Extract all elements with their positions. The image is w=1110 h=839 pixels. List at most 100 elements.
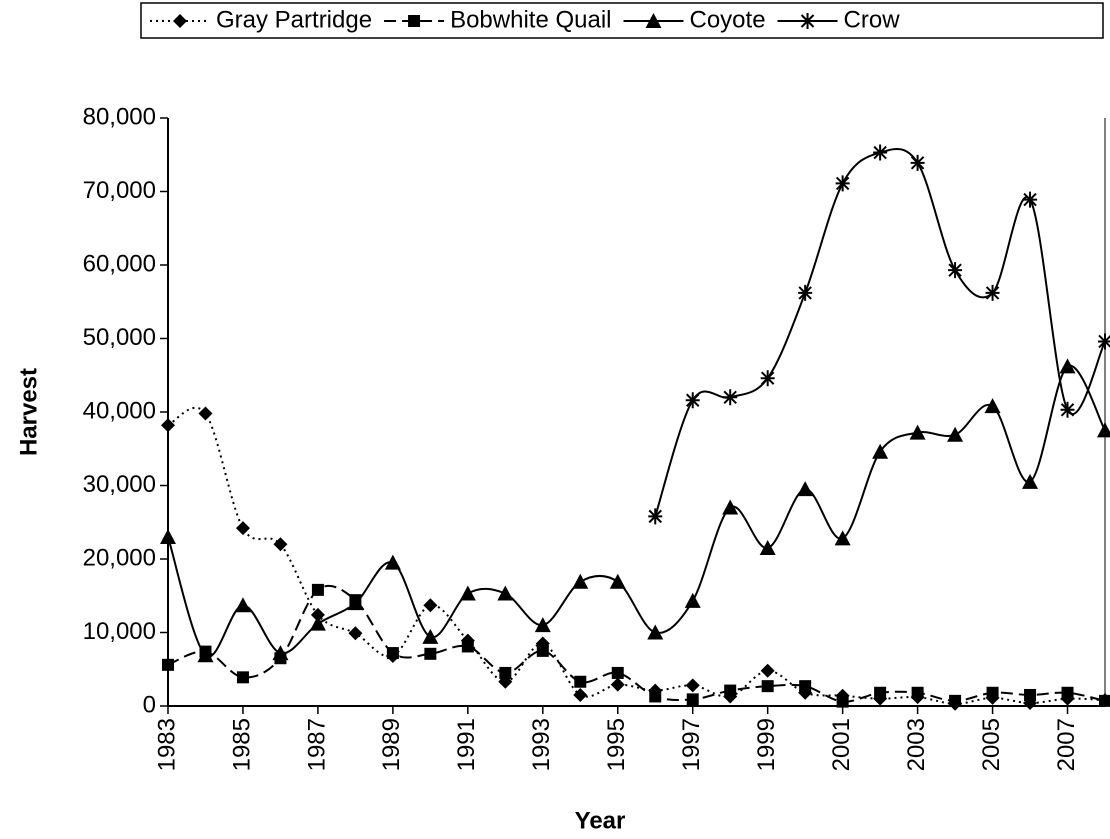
data-point (311, 583, 324, 596)
data-point (423, 598, 438, 613)
x-tick-label: 1983 (153, 718, 180, 771)
data-point (347, 595, 364, 611)
data-point (834, 530, 851, 546)
data-point (236, 671, 249, 684)
data-point (272, 645, 289, 661)
data-point (161, 418, 175, 433)
y-tick-label: 60,000 (83, 250, 156, 277)
data-point (198, 406, 213, 421)
data-point (234, 597, 251, 613)
y-tick-label: 70,000 (83, 177, 156, 204)
data-point (648, 508, 663, 525)
data-point (647, 624, 664, 640)
data-point (536, 644, 549, 657)
legend-item: Crow (777, 6, 901, 33)
data-point (799, 680, 812, 693)
data-point (985, 284, 1000, 301)
data-point (723, 389, 738, 406)
data-point (797, 481, 814, 497)
data-point (685, 678, 700, 693)
legend-item: Bobwhite Quail (384, 6, 612, 33)
data-point (348, 626, 363, 641)
data-point (574, 675, 587, 688)
data-point (461, 640, 474, 653)
legend-item: Coyote (623, 6, 766, 33)
data-point (1061, 686, 1074, 699)
data-point (910, 154, 925, 171)
legend-label: Gray Partridge (216, 6, 372, 33)
x-tick-label: 1985 (228, 718, 255, 771)
data-point (760, 663, 775, 678)
data-point (499, 666, 512, 679)
data-point (235, 521, 250, 536)
legend-label: Bobwhite Quail (450, 6, 611, 33)
data-point (836, 695, 849, 708)
x-tick-label: 2005 (978, 718, 1005, 771)
data-point (309, 615, 326, 631)
data-point (872, 443, 889, 459)
legend-marker (800, 13, 815, 29)
data-point (611, 666, 624, 679)
data-point (685, 392, 700, 409)
legend-box (140, 2, 1104, 39)
data-point (798, 284, 813, 301)
x-tick-label: 2001 (828, 718, 855, 771)
data-point (949, 694, 962, 707)
series-line (167, 584, 1106, 703)
legend-marker (173, 14, 187, 28)
data-point (162, 658, 174, 671)
y-tick-label: 40,000 (83, 397, 156, 424)
data-point (1024, 688, 1037, 701)
data-point (1060, 401, 1075, 418)
data-point (384, 554, 401, 570)
legend-marker (645, 13, 662, 28)
x-tick-label: 1993 (528, 718, 555, 771)
data-point (873, 144, 888, 161)
data-point (424, 647, 437, 660)
data-point (534, 617, 551, 633)
data-point (310, 607, 325, 622)
y-tick-label: 30,000 (83, 471, 156, 498)
data-point (760, 370, 775, 387)
series-line (167, 406, 1106, 705)
legend-marker (408, 15, 421, 27)
data-point (572, 573, 589, 589)
data-point (1099, 694, 1110, 707)
data-point (197, 647, 214, 663)
data-point (1097, 422, 1110, 438)
series-line (167, 364, 1106, 658)
x-tick-label: 1989 (378, 718, 405, 771)
data-point (722, 499, 739, 515)
y-tick-label: 80,000 (83, 103, 156, 130)
data-point (1023, 191, 1038, 208)
data-point (422, 628, 439, 644)
data-point (459, 585, 476, 601)
data-point (724, 684, 737, 697)
x-tick-label: 2003 (903, 718, 930, 771)
data-point (1098, 333, 1110, 350)
data-point (1059, 358, 1076, 374)
data-point (1022, 473, 1039, 489)
y-tick-label: 20,000 (83, 544, 156, 571)
y-tick-label: 10,000 (83, 618, 156, 645)
data-point (386, 647, 399, 660)
x-tick-label: 2007 (1053, 718, 1080, 771)
data-point (684, 592, 701, 608)
x-tick-label: 1995 (603, 718, 630, 771)
x-tick-label: 1997 (678, 718, 705, 771)
x-tick-label: 1999 (753, 718, 780, 771)
data-point (984, 398, 1001, 414)
data-point (609, 573, 626, 589)
legend-item: Gray Partridge (150, 6, 372, 33)
data-point (497, 585, 514, 601)
data-point (874, 686, 887, 699)
data-point (909, 424, 926, 440)
data-point (573, 687, 588, 702)
x-axis-label: Year (575, 807, 626, 834)
legend-label: Coyote (690, 6, 766, 33)
data-point (160, 528, 176, 544)
legend-label: Crow (844, 6, 901, 33)
data-point (759, 539, 776, 555)
data-point (610, 677, 625, 692)
